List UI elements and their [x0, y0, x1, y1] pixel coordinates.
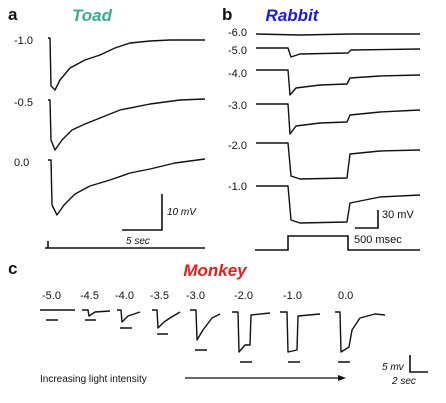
panel-title: Rabbit	[266, 6, 320, 25]
panel-title: Toad	[72, 6, 113, 25]
stimulus	[255, 235, 420, 251]
trace-label: -5.0	[42, 290, 61, 302]
traces	[48, 37, 206, 216]
scale-label: 10 mV	[167, 207, 197, 218]
scale-label: 5 sec	[126, 236, 150, 247]
trace-label: -6.0	[228, 27, 247, 39]
scale-label: 5 mv	[382, 362, 405, 373]
scale-label: 2 sec	[391, 376, 416, 387]
trace-label: 0.0	[14, 157, 29, 169]
scale-bar	[355, 210, 379, 229]
stimulus-bars	[46, 319, 350, 363]
trace-label: -0.5	[14, 97, 33, 109]
trace-label: 0.0	[338, 290, 353, 302]
scale-label: 500 msec	[354, 234, 402, 246]
traces	[40, 309, 386, 353]
panel-letter: b	[222, 5, 232, 24]
trace-label: -1.0	[228, 181, 247, 193]
arrow-label: Increasing light intensity	[40, 374, 147, 385]
panel-letter: a	[8, 5, 18, 24]
trace-label: -4.5	[80, 290, 99, 302]
stimulus	[45, 241, 205, 249]
trace-label: -5.0	[228, 45, 247, 57]
scale-label: 30 mV	[382, 209, 414, 221]
trace-label: -3.5	[150, 290, 169, 302]
trace-label: -1.0	[14, 35, 33, 47]
scale-bar	[409, 355, 428, 373]
trace-label: -1.0	[283, 290, 302, 302]
scale-bar	[122, 194, 163, 231]
traces	[255, 33, 421, 224]
trace-label: -2.0	[228, 140, 247, 152]
panel-letter: c	[8, 259, 17, 278]
arrow-head	[338, 375, 346, 381]
trace-label: -4.0	[228, 68, 247, 80]
trace-label: -3.0	[228, 100, 247, 112]
trace-label: -3.0	[186, 290, 205, 302]
trace-label: -4.0	[115, 290, 134, 302]
trace-label: -2.0	[234, 290, 253, 302]
panel-title: Monkey	[183, 261, 248, 280]
